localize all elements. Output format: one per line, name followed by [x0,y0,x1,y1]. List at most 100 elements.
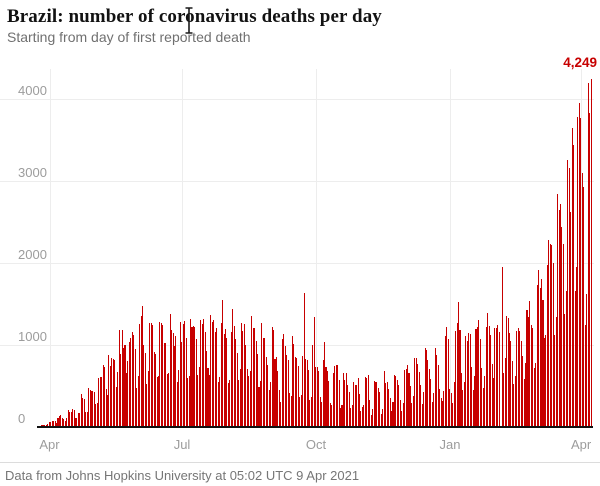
bar-day-75 [149,322,151,427]
bar-day-294 [468,332,470,427]
bar-day-137 [239,369,241,427]
gridline-y-3000 [0,181,594,182]
bar-day-25 [76,417,78,427]
bar-day-20 [69,411,71,427]
bar-day-299 [475,329,477,427]
bar-day-213 [350,408,352,427]
bar-day-318 [503,373,505,427]
bar-day-327 [516,331,518,427]
bar-day-38 [95,404,97,427]
bar-day-347 [545,334,547,427]
bar-series [40,69,592,427]
bar-day-197 [326,371,328,427]
bar-day-49 [111,357,113,427]
bar-day-166 [281,338,283,427]
bar-day-313 [495,327,497,427]
bar-day-332 [523,378,525,427]
bar-day-323 [510,341,512,427]
bar-day-100 [185,337,187,427]
bar-day-36 [92,391,94,427]
bar-day-108 [197,375,199,427]
chart-subtitle: Starting from day of first reported deat… [7,29,251,45]
bar-day-263 [423,391,425,427]
bar-day-48 [109,365,111,427]
bar-day-149 [257,353,259,427]
gridline-y-2000 [0,263,594,264]
bar-day-249 [402,403,404,427]
bar-day-272 [436,354,438,427]
bar-day-68 [139,323,141,427]
bar-day-253 [408,372,410,427]
bar-day-184 [307,370,310,427]
gridline-y-1000 [0,345,594,346]
bar-day-275 [440,398,442,427]
bar-day-130 [229,380,231,427]
bar-day-59 [125,373,127,427]
bar-day-60 [127,360,129,427]
i-beam-cursor [185,7,193,34]
bar-day-254 [409,385,411,427]
bar-day-224 [366,377,368,427]
bar-day-56 [121,329,123,427]
bar-day-13 [58,416,60,427]
peak-value-annotation: 4,249 [563,55,597,70]
bar-day-98 [182,324,184,427]
bar-day-306 [485,327,487,427]
bar-day-202 [334,365,336,427]
bar-day-236 [383,370,385,427]
bar-day-111 [201,323,203,427]
bar-day-168 [284,346,286,427]
bar-day-234 [380,414,382,427]
bar-day-204 [337,365,339,427]
bar-day-96 [179,322,181,427]
bar-day-138 [240,322,243,427]
bar-day-231 [376,382,378,427]
y-tick-label-0: 0 [18,411,26,426]
bar-day-212 [348,391,350,427]
bar-day-99 [184,321,186,427]
bar-day-112 [203,318,205,427]
bar-day-45 [105,388,107,427]
bar-day-91 [172,333,174,427]
bar-day-298 [474,375,476,427]
bar-day-118 [211,321,213,427]
bar-day-292 [465,335,467,427]
bar-day-14 [60,415,62,427]
bar-day-178 [299,397,301,427]
bar-day-78 [153,352,155,427]
bar-day-198 [328,381,330,427]
bar-day-82 [159,321,161,427]
bar-day-151 [259,380,261,427]
bar-day-17 [64,421,66,427]
x-tick-label-Oct-189: Oct [305,437,327,452]
bar-day-171 [289,392,291,427]
bar-day-211 [347,385,349,427]
bar-day-232 [377,388,379,427]
bar-day-154 [264,337,266,427]
y-tick-label-1000: 1000 [18,329,47,344]
bar-day-264 [424,347,426,427]
bar-day-58 [124,344,126,427]
bar-day-125 [222,299,224,427]
bar-day-262 [421,404,423,427]
bar-day-375 [586,293,588,427]
bar-day-83 [160,322,162,427]
bar-day-167 [283,333,285,427]
x-tick-label-Apr-371: Apr [570,437,592,452]
bar-day-346 [543,337,545,427]
bar-day-71 [143,344,145,427]
bar-day-145 [251,316,253,427]
bar-day-288 [459,329,461,427]
bar-day-122 [217,381,219,427]
bar-day-76 [150,322,152,427]
bar-day-64 [133,334,135,427]
bar-day-315 [498,331,500,427]
bar-day-329 [519,331,521,427]
bar-day-319 [504,358,506,427]
bar-day-282 [450,392,452,427]
bar-day-276 [441,401,444,427]
bar-day-80 [156,376,158,427]
bar-day-325 [513,383,515,427]
bar-day-84 [162,325,164,427]
